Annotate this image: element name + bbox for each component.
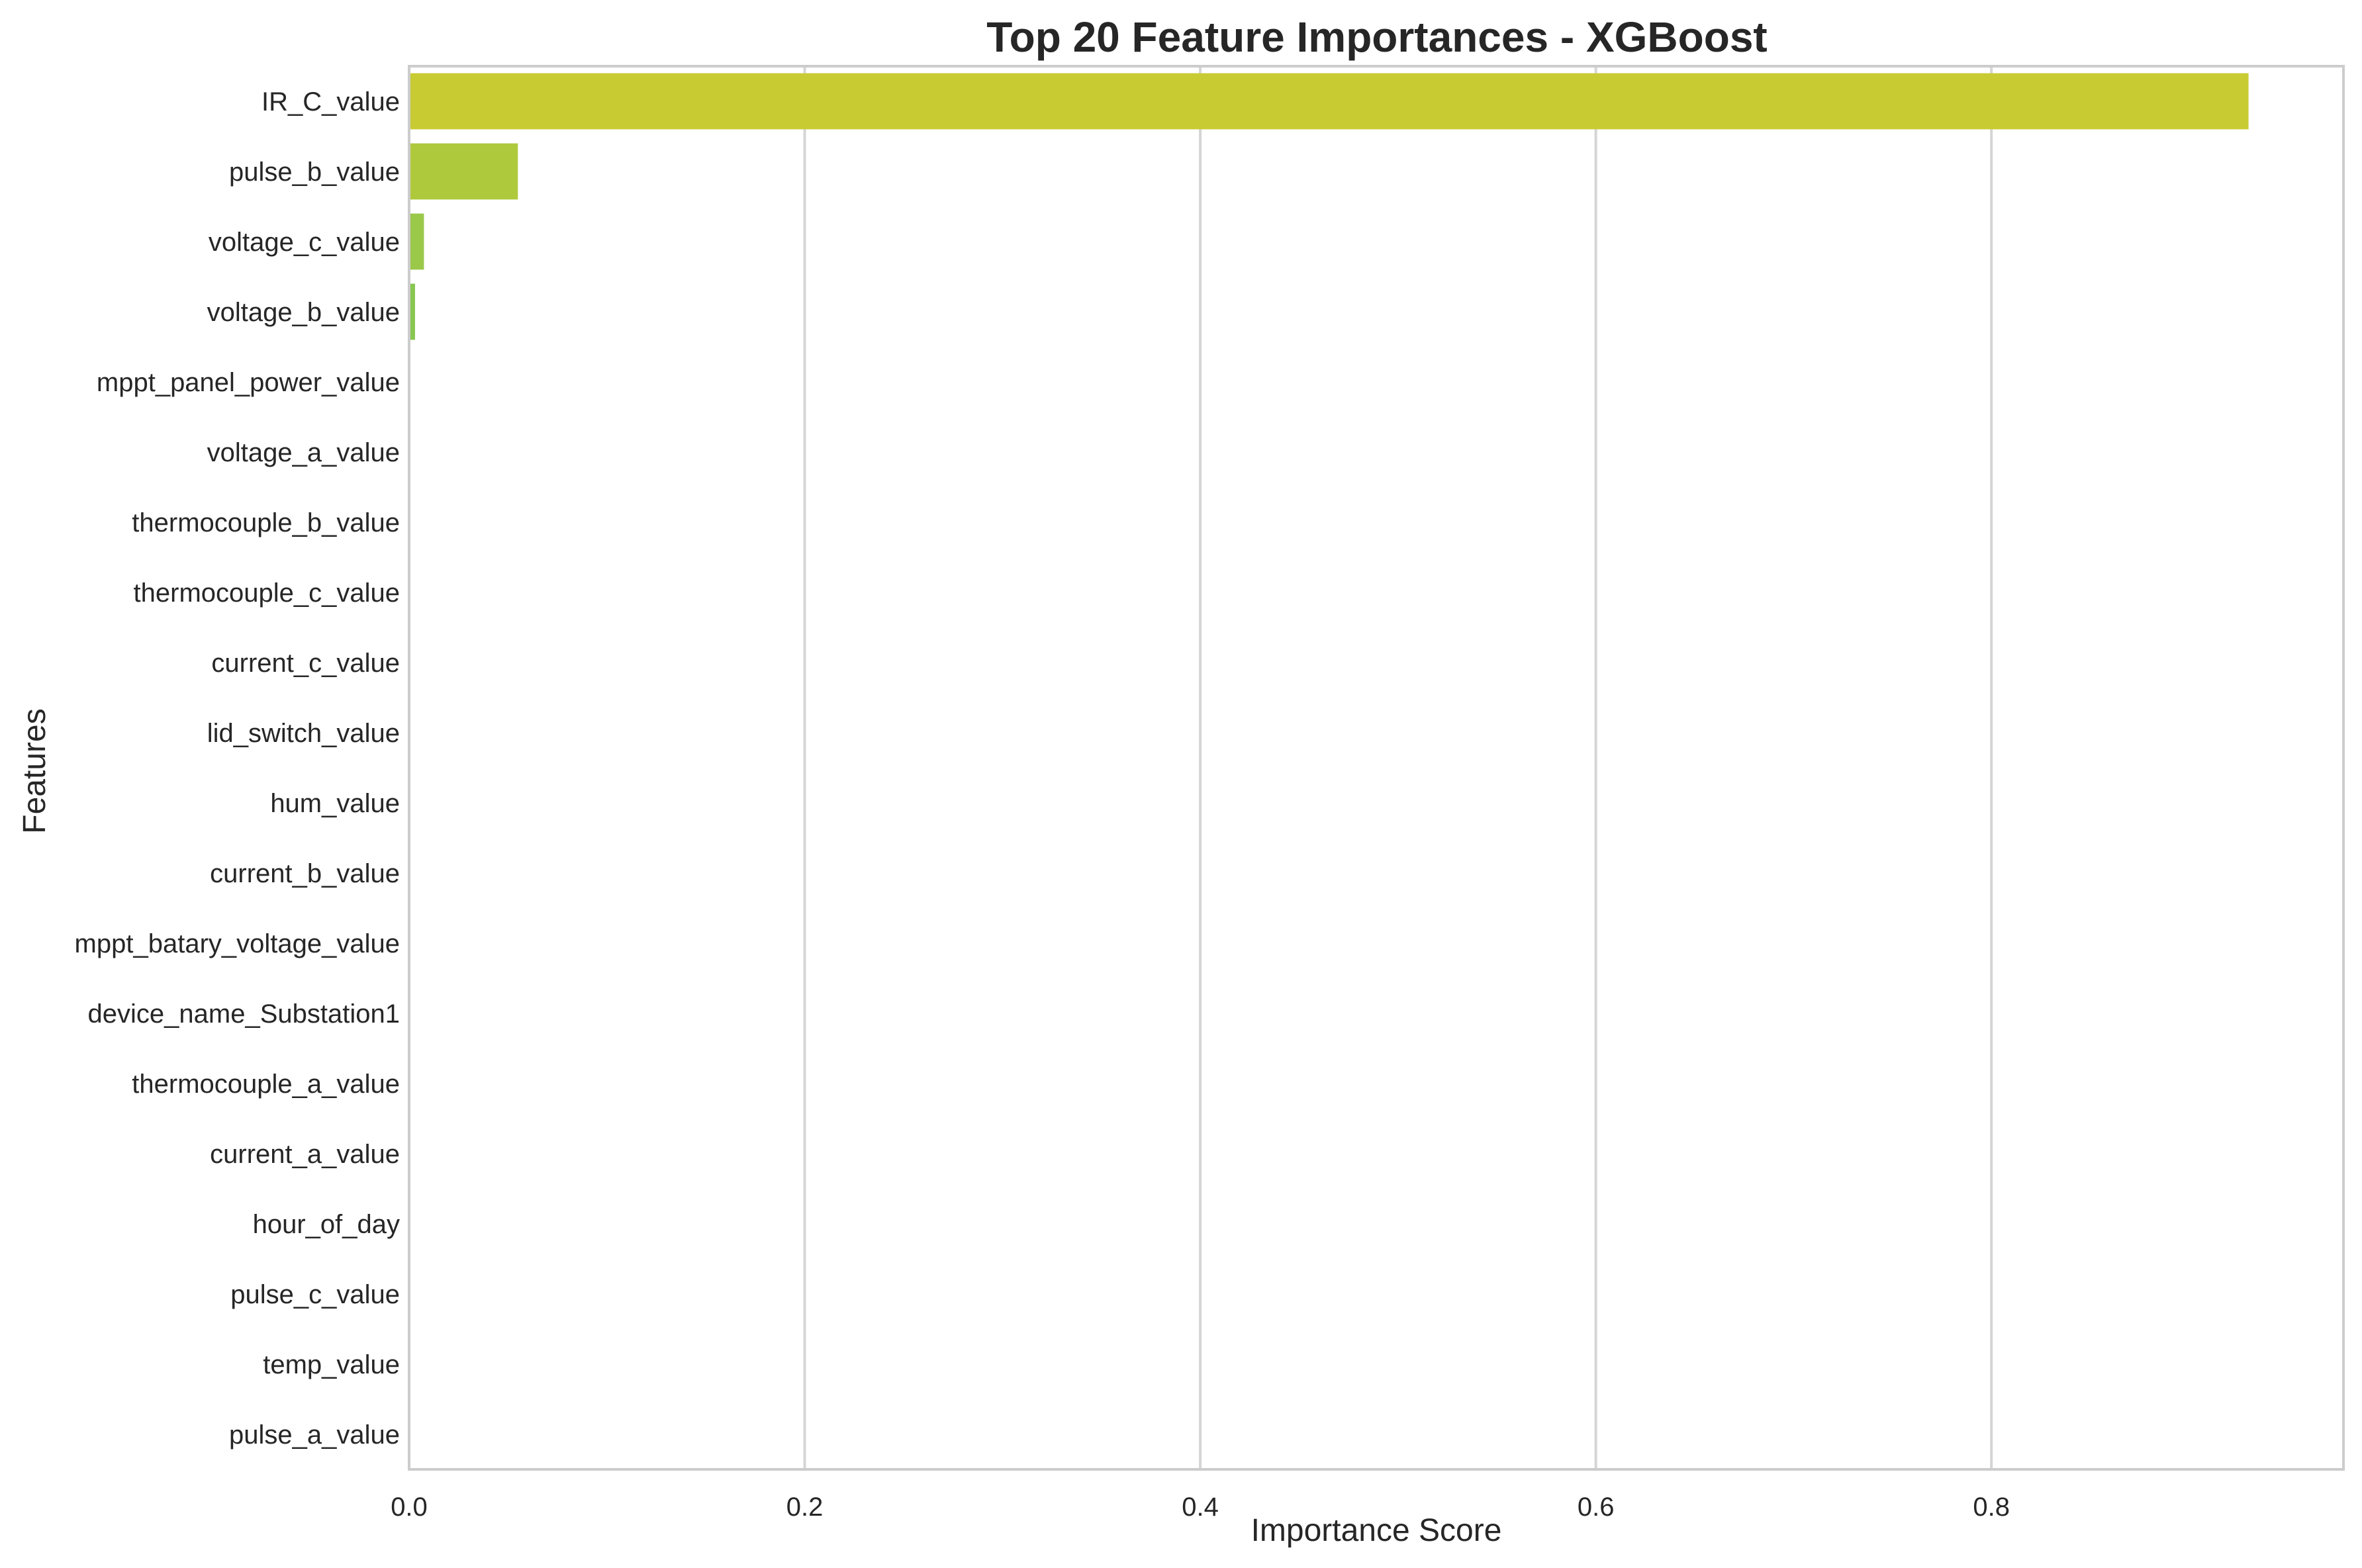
y-tick-label: thermocouple_c_value — [134, 578, 400, 608]
x-tick-label: 0.8 — [1973, 1493, 2010, 1522]
bar-voltage-b-value — [409, 283, 415, 340]
y-tick-labels: IR_C_value pulse_b_value voltage_c_valuevo… — [75, 87, 400, 1450]
x-tick-label: 0.6 — [1578, 1493, 1615, 1522]
y-tick-label: temp_value — [263, 1350, 400, 1379]
y-tick-label: current_c_value — [211, 649, 400, 678]
bars — [409, 73, 2249, 621]
y-tick-label: pulse_b_value — [229, 158, 400, 187]
bar-pulse-b-value — [409, 143, 518, 200]
y-tick-label: thermocouple_a_value — [132, 1070, 400, 1099]
x-tick-label: 0.4 — [1182, 1493, 1219, 1522]
bar-voltage-c-value — [409, 213, 424, 270]
y-tick-label: hour_of_day — [253, 1210, 400, 1239]
y-tick-label: voltage_c_value — [209, 228, 400, 257]
plot-frame — [408, 65, 2345, 1471]
y-tick-label: IR_C_value — [261, 87, 400, 116]
x-tick-label: 0.0 — [391, 1493, 428, 1522]
y-tick-label: lid_switch_value — [207, 719, 400, 748]
y-tick-label: device_name_Substation1 — [88, 999, 400, 1029]
x-tick-label: 0.2 — [786, 1493, 824, 1522]
y-tick-label: mppt_batary_voltage_value — [75, 929, 400, 958]
y-tick-label: current_a_value — [210, 1140, 400, 1169]
chart-title: Top 20 Feature Importances - XGBoost — [986, 13, 1767, 61]
y-axis-label: Features — [17, 708, 52, 833]
grid-lines — [803, 66, 1993, 1469]
y-tick-label: pulse_c_value — [230, 1280, 400, 1309]
y-tick-label: thermocouple_b_value — [132, 508, 400, 537]
bar-ir-c-value — [409, 73, 2249, 130]
y-tick-label: hum_value — [270, 789, 400, 818]
y-tick-label: pulse_a_value — [229, 1420, 400, 1450]
y-tick-label: current_b_value — [210, 859, 400, 888]
x-axis-label: Importance Score — [1251, 1513, 1502, 1548]
x-tick-labels: 0.0 0.2 0.4 0.6 0.8 — [391, 1493, 2010, 1522]
y-tick-label: voltage_a_value — [207, 438, 400, 467]
y-tick-label: mppt_panel_power_value — [97, 368, 400, 397]
y-tick-label: voltage_b_value — [207, 298, 400, 327]
